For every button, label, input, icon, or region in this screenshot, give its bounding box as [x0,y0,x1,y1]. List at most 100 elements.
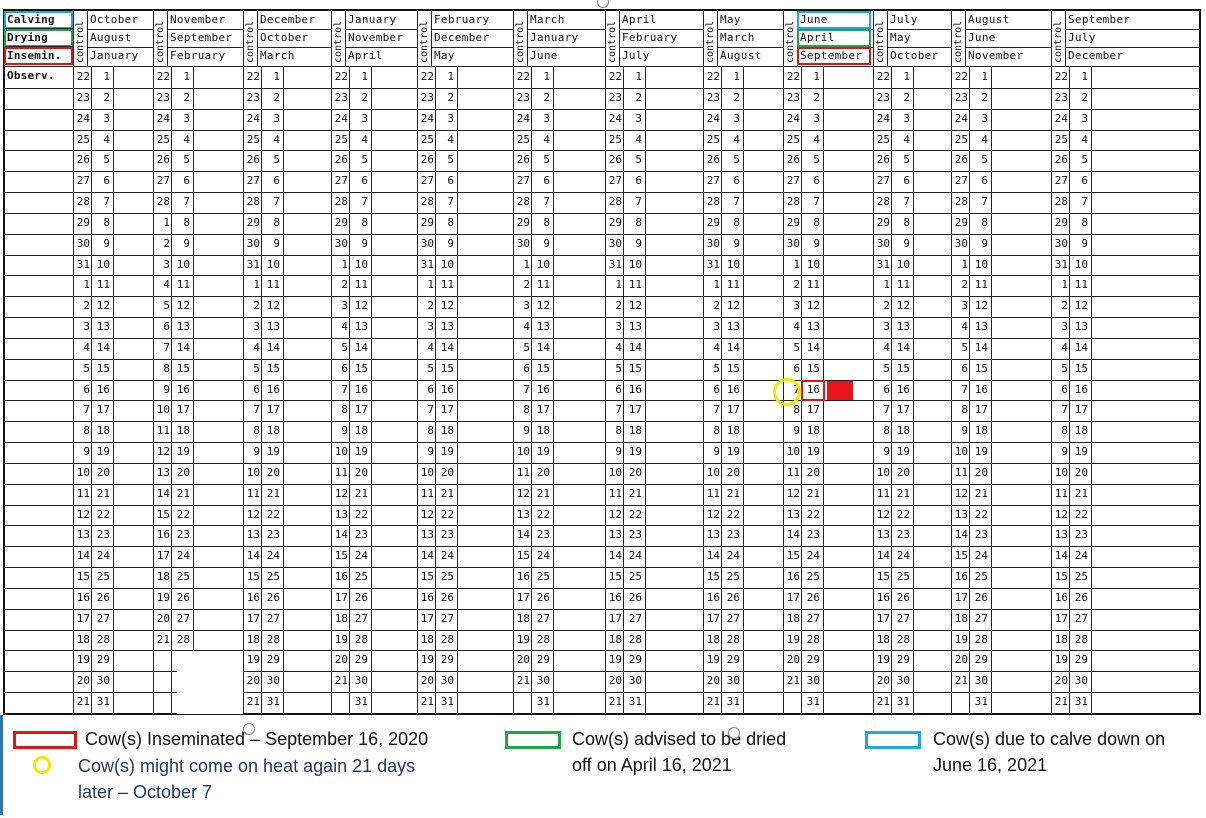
month-divider [527,47,605,48]
control-day: 30 [334,236,348,250]
calendar-day: 24 [896,549,910,563]
control-day: 12 [76,507,90,521]
calendar-day: 26 [440,590,454,604]
day-row-rule [5,587,1199,589]
calendar-day: 3 [543,111,550,125]
calendar-day: 3 [733,111,740,125]
calendar-day: 21 [726,486,740,500]
calendar-day: 10 [96,257,110,271]
control-day-rule [891,67,892,713]
control-day: 12 [786,486,800,500]
calendar-day: 25 [354,570,368,584]
calendar-day: 13 [628,320,642,334]
month-divider [87,29,153,30]
calendar-day: 1 [903,70,910,83]
calendar-day: 28 [896,632,910,646]
control-label: control [419,20,430,63]
control-day: 6 [961,361,968,375]
calendar-day: 29 [628,653,642,667]
day-row-rule [5,379,1199,381]
drying-month-label: December [434,31,490,44]
day-row-rule [5,233,1199,235]
calendar-day: 17 [628,403,642,417]
control-day: 15 [786,549,800,563]
control-day: 1 [427,278,434,292]
calendar-day: 21 [806,486,820,500]
day-row-rule [5,546,1199,548]
drying-month-label: October [260,31,309,44]
selection-handle-mid[interactable] [728,727,740,739]
calendar-day: 6 [543,174,550,188]
control-day: 3 [163,257,170,271]
drying-month-label: April [800,31,835,44]
calendar-day: 16 [896,382,910,396]
control-day: 19 [156,590,170,604]
calendar-day: 20 [896,465,910,479]
calendar-day: 10 [806,257,820,271]
control-day: 8 [163,361,170,375]
control-day: 10 [76,465,90,479]
control-label: control [705,20,716,63]
control-day: 2 [961,278,968,292]
selection-handle-left[interactable] [243,723,255,735]
heat-legend-circle [33,756,51,774]
control-day-rule [171,67,172,713]
calendar-day: 9 [273,236,280,250]
control-day: 6 [1061,382,1068,396]
day-row-rule [5,192,1199,194]
calendar-day: 27 [974,611,988,625]
control-day: 25 [608,132,622,146]
control-day: 24 [786,111,800,125]
calendar-day: 16 [266,382,280,396]
calendar-day: 1 [1081,70,1088,83]
calendar-day: 25 [96,570,110,584]
control-day: 17 [420,611,434,625]
control-day: 29 [76,215,90,229]
control-day: 9 [615,445,622,459]
month-divider [619,29,703,30]
control-day: 14 [516,528,530,542]
day-col-rule [283,67,284,713]
calendar-day: 12 [440,299,454,313]
calendar-day: 16 [726,382,740,396]
legend: Cow(s) Inseminated – September 16, 2020 … [0,718,1206,818]
control-day: 27 [954,174,968,188]
control-day: 23 [76,90,90,104]
calendar-day: 17 [806,403,820,417]
control-day: 9 [83,445,90,459]
calendar-day: 17 [536,403,550,417]
month-divider [167,29,243,30]
calendar-day: 18 [1074,424,1088,438]
header-bottom-rule [5,66,1199,67]
calendar-day: 26 [536,590,550,604]
calendar-day: 31 [628,695,642,709]
calendar-day: 7 [635,195,642,209]
drying-month-label: August [90,31,132,44]
control-day: 22 [954,70,968,83]
control-day: 15 [1054,570,1068,584]
control-day: 18 [1054,632,1068,646]
month-group-rule [951,11,952,713]
control-day: 25 [420,132,434,146]
control-day: 29 [516,215,530,229]
calendar-day: 2 [635,90,642,104]
selection-handle-top[interactable] [597,0,609,8]
control-day: 16 [954,570,968,584]
calendar-day: 26 [1074,590,1088,604]
control-day: 1 [793,257,800,271]
calendar-day: 27 [440,611,454,625]
control-day: 10 [954,445,968,459]
control-day: 17 [156,549,170,563]
control-day: 26 [954,153,968,167]
control-day: 30 [420,236,434,250]
control-day: 7 [427,403,434,417]
calendar-day: 26 [354,590,368,604]
calendar-day: 2 [813,90,820,104]
calendar-day: 24 [176,549,190,563]
control-day-rule [721,67,722,713]
calendar-day: 22 [726,507,740,521]
control-label: control [333,20,344,63]
control-day: 21 [76,695,90,709]
calendar-day: 22 [176,507,190,521]
control-day: 18 [246,632,260,646]
